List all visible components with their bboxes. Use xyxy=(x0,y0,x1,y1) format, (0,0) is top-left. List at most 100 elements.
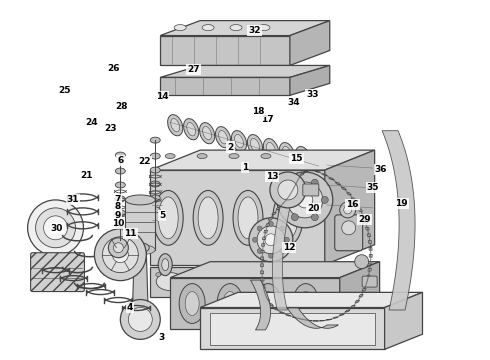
Ellipse shape xyxy=(293,154,303,159)
Ellipse shape xyxy=(153,190,183,245)
Circle shape xyxy=(292,214,298,221)
Polygon shape xyxy=(273,308,279,310)
Text: 17: 17 xyxy=(261,114,273,123)
Polygon shape xyxy=(333,317,338,318)
Ellipse shape xyxy=(131,243,149,253)
Polygon shape xyxy=(132,250,148,315)
Circle shape xyxy=(340,202,356,218)
Circle shape xyxy=(277,172,333,228)
Circle shape xyxy=(27,200,83,256)
Text: 1: 1 xyxy=(242,163,248,172)
Polygon shape xyxy=(368,240,371,243)
Text: 14: 14 xyxy=(156,92,168,101)
Polygon shape xyxy=(293,184,297,187)
FancyBboxPatch shape xyxy=(303,184,319,196)
Circle shape xyxy=(257,248,262,253)
Ellipse shape xyxy=(278,197,298,239)
Circle shape xyxy=(257,226,285,254)
Polygon shape xyxy=(264,230,268,233)
Text: 34: 34 xyxy=(288,98,300,107)
Polygon shape xyxy=(266,298,270,301)
Text: 21: 21 xyxy=(80,171,93,180)
Polygon shape xyxy=(368,268,371,271)
Ellipse shape xyxy=(196,273,224,291)
Ellipse shape xyxy=(255,284,281,323)
Polygon shape xyxy=(385,292,422,349)
Text: 20: 20 xyxy=(307,204,319,213)
Ellipse shape xyxy=(258,24,270,31)
Ellipse shape xyxy=(261,292,275,315)
Polygon shape xyxy=(170,262,380,278)
Polygon shape xyxy=(269,304,273,306)
Ellipse shape xyxy=(193,190,223,245)
Ellipse shape xyxy=(162,259,169,271)
Text: 24: 24 xyxy=(85,118,98,127)
Polygon shape xyxy=(315,171,320,172)
Text: 26: 26 xyxy=(107,64,120,73)
Text: 10: 10 xyxy=(112,219,124,228)
Ellipse shape xyxy=(187,122,196,136)
Polygon shape xyxy=(262,285,265,288)
Polygon shape xyxy=(200,292,422,307)
Polygon shape xyxy=(322,174,327,175)
Text: 32: 32 xyxy=(248,26,261,35)
Text: 30: 30 xyxy=(50,224,63,233)
Polygon shape xyxy=(325,150,375,265)
Ellipse shape xyxy=(199,123,215,144)
Ellipse shape xyxy=(115,196,125,202)
Polygon shape xyxy=(359,294,363,297)
Polygon shape xyxy=(340,262,380,329)
Ellipse shape xyxy=(150,153,160,159)
Polygon shape xyxy=(281,203,286,204)
Polygon shape xyxy=(290,21,330,66)
Ellipse shape xyxy=(156,273,161,276)
Polygon shape xyxy=(266,224,270,226)
Ellipse shape xyxy=(150,137,160,143)
Text: 23: 23 xyxy=(104,123,117,132)
Circle shape xyxy=(270,172,306,208)
Text: 31: 31 xyxy=(67,195,79,204)
Polygon shape xyxy=(303,171,308,172)
Circle shape xyxy=(102,237,138,273)
Ellipse shape xyxy=(235,134,244,148)
Polygon shape xyxy=(362,288,366,291)
Text: 16: 16 xyxy=(346,200,359,209)
Circle shape xyxy=(280,226,285,231)
Text: 4: 4 xyxy=(127,303,133,312)
Circle shape xyxy=(36,208,75,248)
Text: 12: 12 xyxy=(283,243,295,252)
Ellipse shape xyxy=(231,131,246,152)
Ellipse shape xyxy=(295,147,310,168)
Polygon shape xyxy=(335,183,341,185)
Circle shape xyxy=(121,300,160,339)
Polygon shape xyxy=(358,209,363,211)
Polygon shape xyxy=(261,278,264,281)
Polygon shape xyxy=(355,300,360,302)
Polygon shape xyxy=(261,264,264,267)
Ellipse shape xyxy=(229,154,239,159)
Polygon shape xyxy=(160,77,290,95)
Circle shape xyxy=(311,214,318,221)
Ellipse shape xyxy=(307,273,312,276)
Ellipse shape xyxy=(230,24,242,31)
Ellipse shape xyxy=(219,130,227,144)
Ellipse shape xyxy=(150,181,160,187)
Ellipse shape xyxy=(216,127,231,148)
Polygon shape xyxy=(299,319,305,320)
Circle shape xyxy=(292,179,298,186)
Polygon shape xyxy=(286,315,291,316)
Ellipse shape xyxy=(185,292,199,315)
Ellipse shape xyxy=(233,190,263,245)
Text: 28: 28 xyxy=(116,102,128,111)
Polygon shape xyxy=(261,271,264,274)
Ellipse shape xyxy=(247,135,263,156)
Polygon shape xyxy=(290,66,330,95)
Circle shape xyxy=(280,248,285,253)
Ellipse shape xyxy=(232,273,237,276)
Ellipse shape xyxy=(179,284,205,323)
Text: 13: 13 xyxy=(266,172,278,181)
Polygon shape xyxy=(160,36,290,66)
Polygon shape xyxy=(263,292,267,294)
Circle shape xyxy=(284,237,290,242)
Ellipse shape xyxy=(217,284,243,323)
